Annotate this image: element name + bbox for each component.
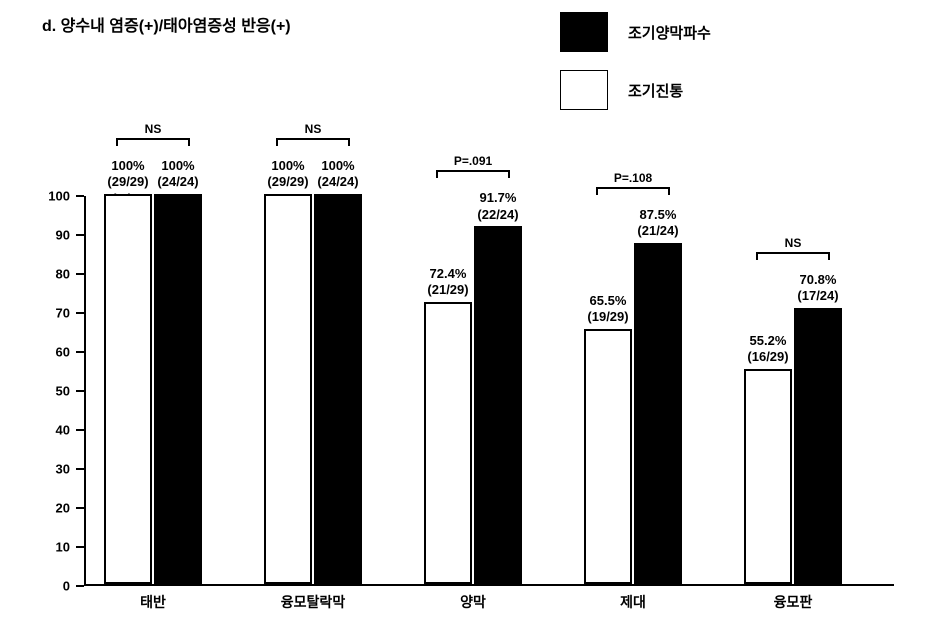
bar-조기진통: [424, 302, 472, 584]
significance-bracket: [436, 170, 510, 178]
y-tick-label: 90: [56, 228, 70, 243]
y-tick: [76, 585, 84, 587]
y-tick-label: 100: [48, 189, 70, 204]
y-tick: [76, 429, 84, 431]
significance-label: NS: [145, 122, 162, 136]
legend-row-1: 조기진통: [560, 70, 711, 110]
x-category-label: 융모판: [774, 592, 813, 612]
bar-value-label: 72.4%(21/29): [427, 266, 468, 299]
bar-value-label: 100%(24/24): [317, 158, 358, 191]
y-tick: [76, 273, 84, 275]
y-tick-label: 20: [56, 501, 70, 516]
significance-label: NS: [785, 236, 802, 250]
y-tick: [76, 312, 84, 314]
bar-조기양막파수: [314, 194, 362, 584]
y-tick: [76, 546, 84, 548]
y-tick-label: 60: [56, 345, 70, 360]
x-category-label: 제대: [620, 592, 646, 612]
significance-label: NS: [305, 122, 322, 136]
legend-swatch-0: [560, 12, 608, 52]
legend-label-0: 조기양막파수: [628, 22, 711, 43]
plot-area: (%) 0102030405060708090100100%(29/29)100…: [84, 196, 894, 586]
bar-조기양막파수: [474, 226, 522, 584]
y-tick: [76, 234, 84, 236]
y-tick-label: 70: [56, 306, 70, 321]
bar-value-label: 65.5%(19/29): [587, 293, 628, 326]
y-tick: [76, 195, 84, 197]
bar-value-label: 70.8%(17/24): [797, 272, 838, 305]
legend-label-1: 조기진통: [628, 80, 683, 101]
significance-label: P=.091: [454, 154, 492, 168]
y-tick-label: 10: [56, 540, 70, 555]
y-tick-label: 50: [56, 384, 70, 399]
y-tick-label: 30: [56, 462, 70, 477]
y-tick-label: 40: [56, 423, 70, 438]
x-category-label: 태반: [140, 592, 166, 612]
x-category-label: 융모탈락막: [281, 592, 345, 612]
y-tick: [76, 507, 84, 509]
legend-swatch-1: [560, 70, 608, 110]
legend-row-0: 조기양막파수: [560, 12, 711, 52]
significance-bracket: [116, 138, 190, 146]
significance-bracket: [756, 252, 830, 260]
bar-value-label: 87.5%(21/24): [637, 207, 678, 240]
bar-조기진통: [584, 329, 632, 584]
bar-value-label: 100%(29/29): [107, 158, 148, 191]
x-axis-line: [84, 584, 894, 586]
bar-조기진통: [264, 194, 312, 584]
bar-조기양막파수: [634, 243, 682, 584]
bar-value-label: 100%(29/29): [267, 158, 308, 191]
y-tick: [76, 390, 84, 392]
y-tick: [76, 468, 84, 470]
bar-조기진통: [104, 194, 152, 584]
bar-조기양막파수: [154, 194, 202, 584]
y-tick-label: 0: [63, 579, 70, 594]
legend: 조기양막파수 조기진통: [560, 12, 711, 128]
significance-bracket: [276, 138, 350, 146]
x-category-label: 양막: [460, 592, 486, 612]
bar-조기양막파수: [794, 308, 842, 584]
bar-value-label: 100%(24/24): [157, 158, 198, 191]
bar-조기진통: [744, 369, 792, 584]
y-tick: [76, 351, 84, 353]
bar-value-label: 91.7%(22/24): [477, 190, 518, 223]
bar-value-label: 55.2%(16/29): [747, 333, 788, 366]
y-axis-line: [84, 196, 86, 586]
significance-bracket: [596, 187, 670, 195]
significance-label: P=.108: [614, 171, 652, 185]
y-tick-label: 80: [56, 267, 70, 282]
chart-title: d. 양수내 염증(+)/태아염증성 반응(+): [42, 12, 291, 36]
